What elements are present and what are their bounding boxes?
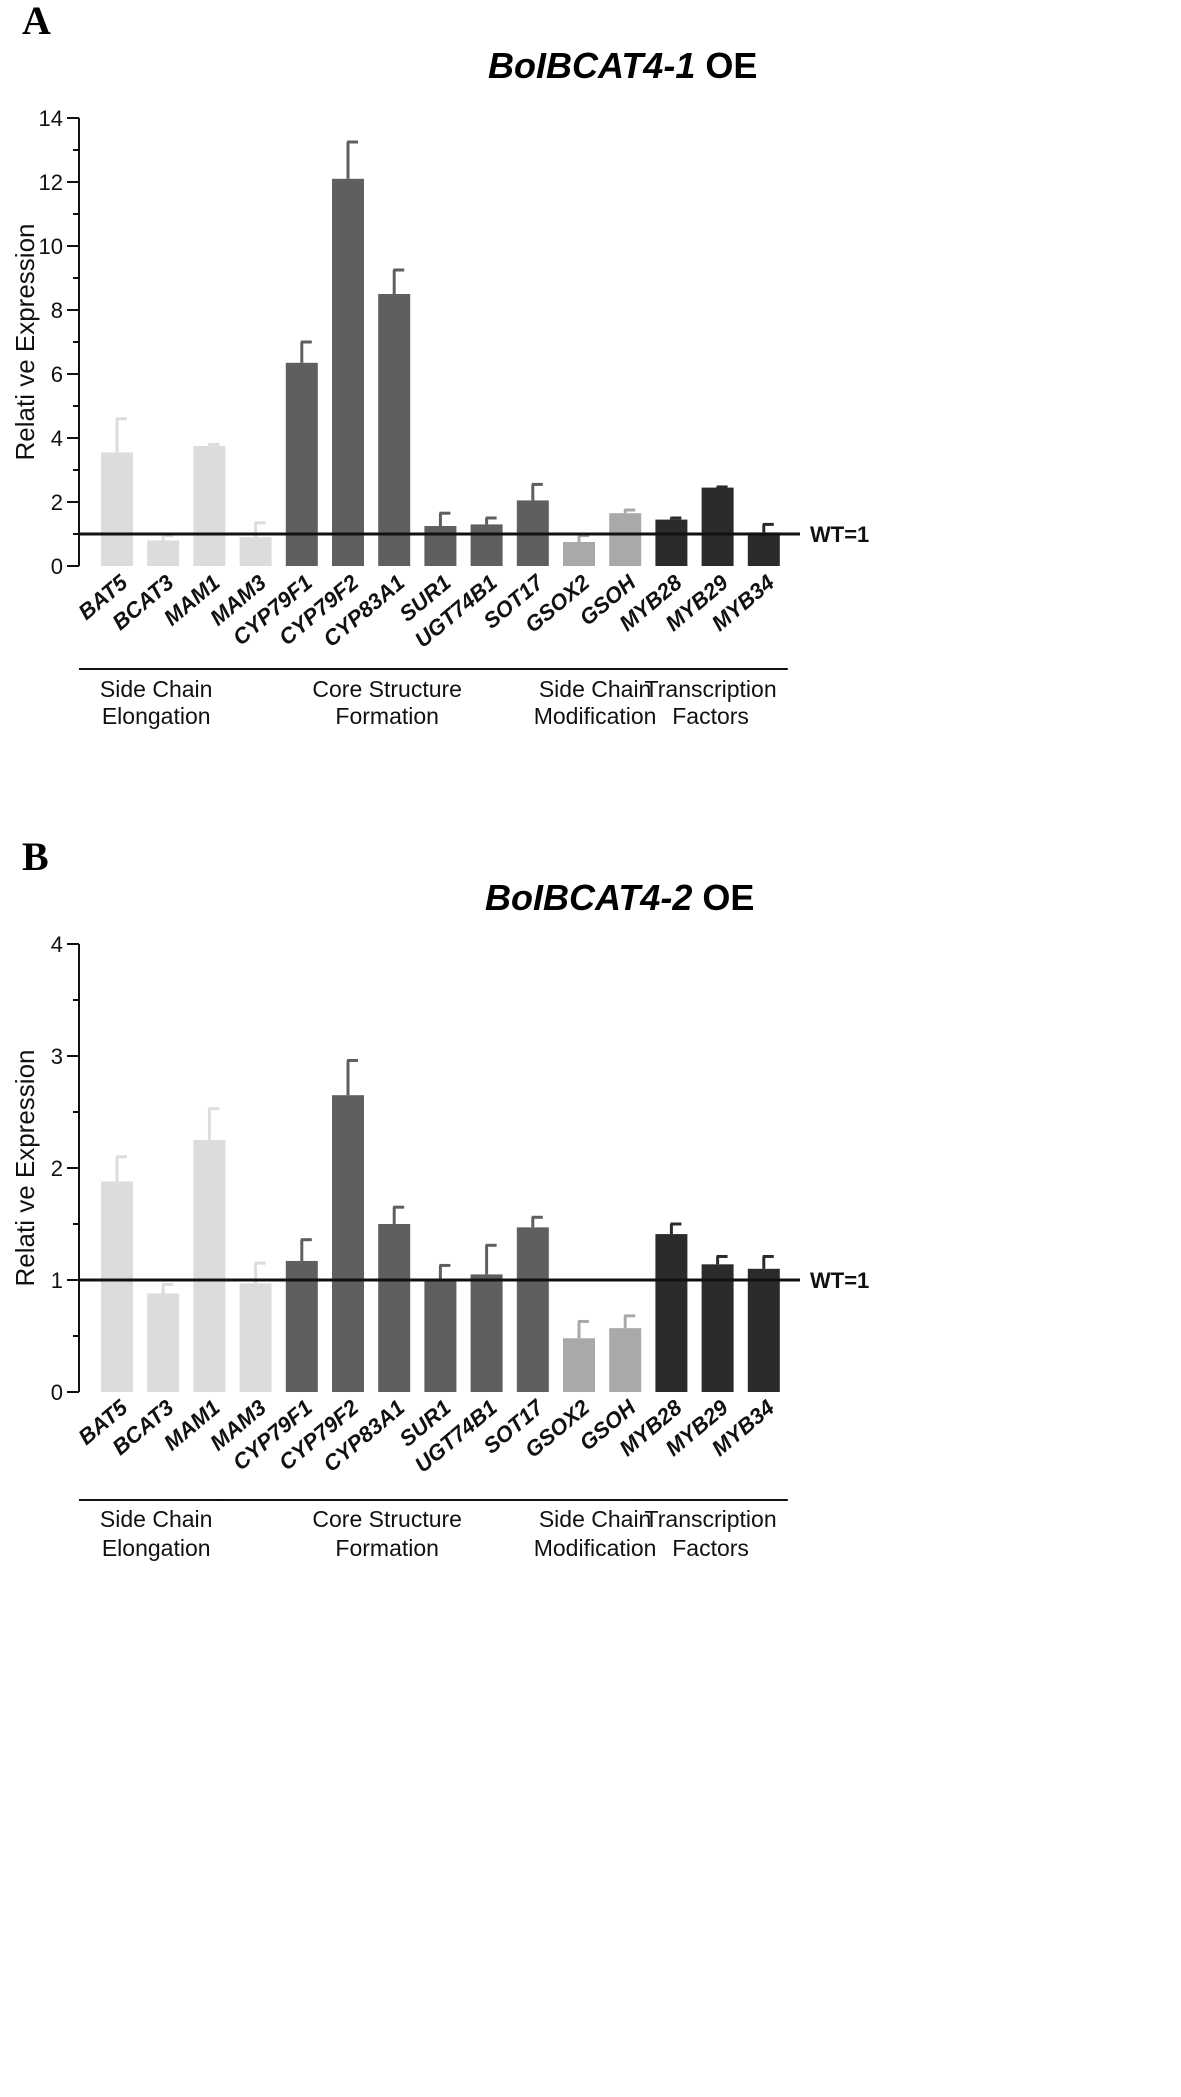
panel-a-title: BoIBCAT4-1 OE (488, 45, 757, 86)
panel-b-y-tick-label: 3 (51, 1044, 63, 1069)
panel-b-bar-sur1 (424, 1280, 457, 1392)
panel-a-y-tick-label: 14 (39, 106, 63, 131)
panel-b-letter: B (22, 834, 49, 879)
panel-b-bar-bcat3 (147, 1293, 180, 1392)
panel-b-y-tick-label: 4 (51, 932, 63, 957)
panel-a-y-tick-label: 10 (39, 234, 63, 259)
panel-a-bar-mam3 (239, 537, 272, 566)
panel-b-bar-myb29 (701, 1264, 734, 1392)
panel-a-title-gene: BoIBCAT4-1 (488, 45, 695, 86)
panel-b-bar-ugt74b1 (470, 1274, 503, 1392)
panel-b-title-gene: BoIBCAT4-2 (485, 877, 692, 918)
panel-a-group-label: Side Chain (100, 676, 213, 702)
panel-a-bar-gsoh (609, 513, 642, 566)
panel-b-bar-myb28 (655, 1234, 688, 1392)
panel-a-bar-myb34 (747, 532, 780, 566)
panel-a-bar-ugt74b1 (470, 524, 503, 566)
panel-b-y-tick-label: 0 (51, 1380, 63, 1405)
panel-a-y-tick-label: 0 (51, 554, 63, 579)
panel-b-y-axis-title: Relati ve Expression (10, 1050, 40, 1287)
panel-a-bar-cyp83a1 (378, 294, 411, 566)
panel-a-y-tick-label: 6 (51, 362, 63, 387)
panel-b-bar-gsox2 (563, 1338, 595, 1392)
panel-a-reference-label: WT=1 (810, 522, 869, 547)
panel-a-group-label: Formation (335, 703, 439, 729)
panel-a-bar-myb29 (701, 487, 734, 566)
panel-b-bar-myb34 (747, 1268, 780, 1392)
panel-a-group-label: Modification (534, 703, 657, 729)
panel-a-group-label: Side Chain (539, 676, 652, 702)
panel-b-group-label: Modification (534, 1535, 657, 1561)
panel-b-group-label: Formation (335, 1535, 439, 1561)
panel-b-group-label: Factors (672, 1535, 749, 1561)
panel-b-bar-mam1 (193, 1140, 226, 1392)
panel-a-y-tick-label: 8 (51, 298, 63, 323)
panel-b-reference-label: WT=1 (810, 1268, 869, 1293)
panel-a-group-label: Elongation (102, 703, 211, 729)
panel-a-title-suffix: OE (695, 45, 757, 86)
panel-b-y-tick-label: 2 (51, 1156, 63, 1181)
panel-a-y-axis-title: Relati ve Expression (10, 224, 40, 461)
panel-a-y-tick-label: 4 (51, 426, 63, 451)
panel-b-bar-mam3 (239, 1283, 272, 1392)
panel-a-bar-myb28 (655, 519, 688, 566)
panel-a-group-label: Transcription (645, 676, 777, 702)
panel-b-bar-sot17 (516, 1227, 549, 1392)
panel-a-bar-cyp79f1 (285, 362, 318, 566)
panel-a-bar-cyp79f2 (332, 178, 364, 567)
panel-b-group-label: Elongation (102, 1535, 211, 1561)
panel-a-bar-bcat3 (147, 540, 180, 566)
panel-a-group-label: Core Structure (312, 676, 462, 702)
panel-a-y-tick-label: 2 (51, 490, 63, 515)
panel-b-bar-bat5 (101, 1181, 133, 1392)
panel-b-group-label: Transcription (645, 1506, 777, 1532)
panel-a-bar-bat5 (101, 452, 133, 566)
panel-a-bar-sur1 (424, 526, 457, 566)
panel-b-group-label: Side Chain (100, 1506, 213, 1532)
panel-b-y-tick-label: 1 (51, 1268, 63, 1293)
panel-b-bar-gsoh (609, 1328, 642, 1392)
panel-b-title-suffix: OE (692, 877, 754, 918)
panel-a-y-tick-label: 12 (39, 170, 63, 195)
panel-b-bar-cyp79f2 (332, 1095, 364, 1392)
panel-b-title: BoIBCAT4-2 OE (485, 877, 754, 918)
panel-a-group-label: Factors (672, 703, 749, 729)
panel-a-bar-mam1 (193, 446, 226, 566)
panel-a-bar-gsox2 (563, 542, 595, 566)
panel-b-group-label: Core Structure (312, 1506, 462, 1532)
panel-b-group-label: Side Chain (539, 1506, 652, 1532)
panel-b-bar-cyp79f1 (285, 1260, 318, 1392)
panel-a-letter: A (22, 0, 51, 43)
panel-b-bar-cyp83a1 (378, 1224, 411, 1392)
